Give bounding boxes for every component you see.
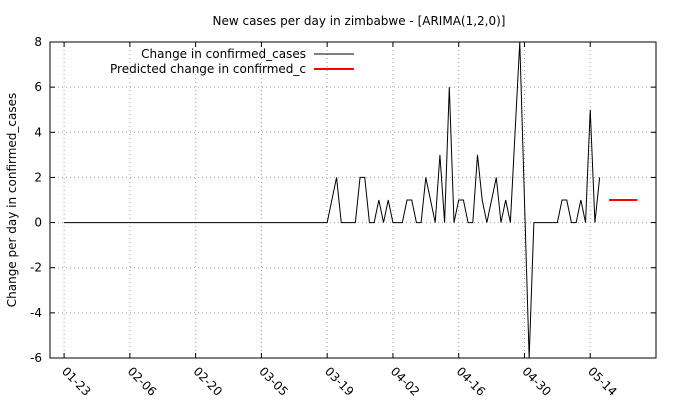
x-tick-label: 04-16	[454, 364, 489, 399]
y-axis-label: Change per day in confirmed_cases	[5, 93, 19, 308]
y-tick-label: 4	[34, 125, 42, 139]
x-axis: 01-23 02-06 02-20 03-05 03-19 04-02 04-16 04-30…	[59, 42, 620, 399]
x-tick-label: 04-30	[519, 364, 554, 399]
x-tick-label: 02-20	[191, 364, 226, 399]
series-group	[64, 41, 638, 359]
y-tick-label: -2	[30, 261, 42, 275]
x-tick-label: 01-23	[59, 364, 94, 399]
y-tick-label: 8	[34, 35, 42, 49]
legend-label-1: Predicted change in confirmed_c	[110, 62, 306, 76]
y-tick-label: 6	[34, 80, 42, 94]
y-tick-label: 0	[34, 216, 42, 230]
y-tick-label: -4	[30, 306, 42, 320]
legend: Change in confirmed_cases Predicted chan…	[110, 47, 354, 76]
x-tick-label: 05-14	[585, 364, 620, 399]
x-tick-label: 02-06	[125, 364, 160, 399]
x-tick-label: 04-02	[388, 364, 423, 399]
x-tick-label: 03-05	[256, 364, 291, 399]
y-axis: -6 -4 -2 0 2 4 6 8	[30, 35, 656, 365]
x-tick-label: 03-19	[322, 364, 357, 399]
plot-border	[49, 41, 657, 359]
legend-label-0: Change in confirmed_cases	[141, 47, 306, 61]
y-tick-label: -6	[30, 351, 42, 365]
y-tick-label: 2	[34, 170, 42, 184]
chart-title: New cases per day in zimbabwe - [ARIMA(1…	[212, 14, 505, 28]
series-line-actual	[64, 41, 601, 359]
